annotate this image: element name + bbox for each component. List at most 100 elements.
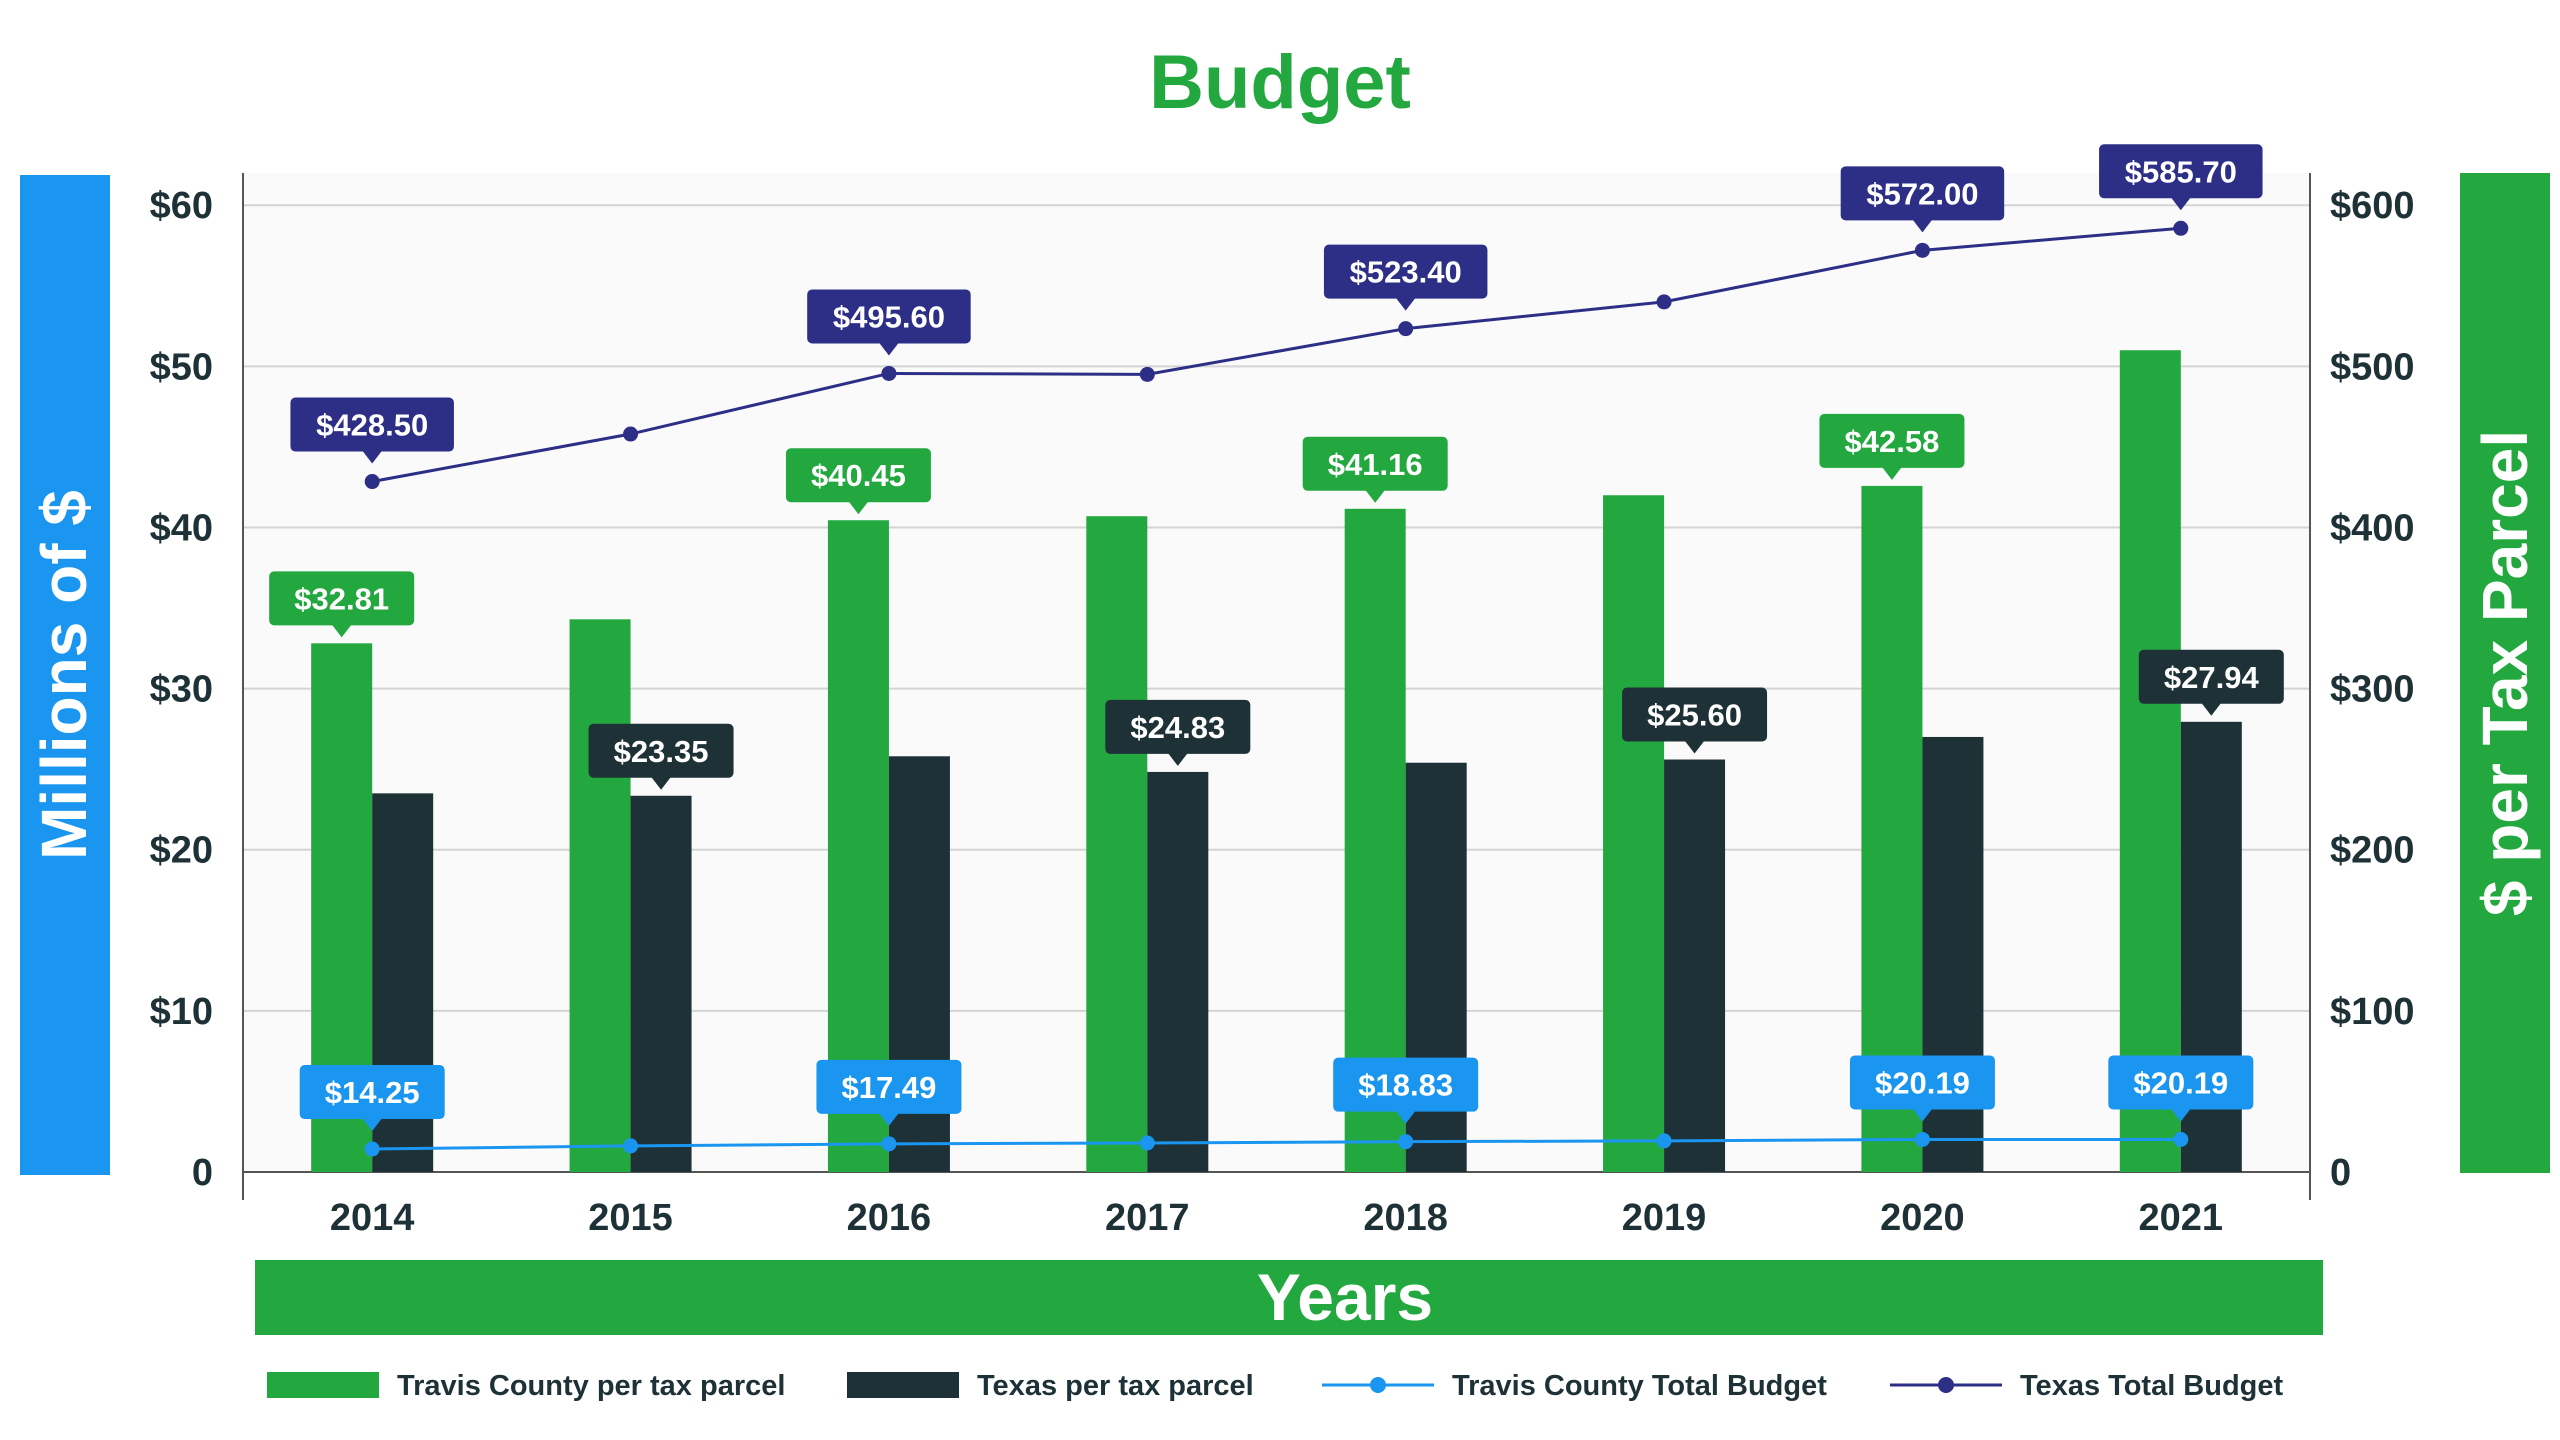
data-label-box <box>1849 1055 1995 1110</box>
data-label-box <box>785 448 931 503</box>
data-label: $24.83 <box>1105 699 1251 766</box>
data-label-pointer <box>651 776 672 790</box>
data-label: $523.40 <box>1323 244 1488 311</box>
x-tick-label: 2020 <box>1880 1197 1965 1239</box>
data-label: $585.70 <box>2099 144 2263 211</box>
data-label: $27.94 <box>2138 649 2284 716</box>
bar <box>1664 759 1726 1172</box>
line-point <box>2173 1131 2189 1147</box>
data-label-pointer <box>331 624 352 638</box>
legend-swatch-point <box>1938 1377 1954 1393</box>
data-label-box <box>1819 413 1965 468</box>
line-point <box>1398 321 1414 337</box>
data-label: $14.25 <box>299 1065 445 1132</box>
data-label-text: $17.49 <box>842 1070 937 1105</box>
right-tick-label: $400 <box>2330 507 2415 549</box>
data-label: $20.19 <box>1849 1055 1995 1122</box>
data-label-pointer <box>1912 1108 1933 1122</box>
data-label-pointer <box>848 501 869 515</box>
chart-title: Budget <box>1149 40 1411 125</box>
line-point <box>1656 294 1672 310</box>
left-tick-label: $60 <box>150 185 213 227</box>
data-label-text: $572.00 <box>1866 176 1978 211</box>
lines <box>364 220 2189 1157</box>
bar <box>630 795 692 1172</box>
bar <box>2119 350 2181 1172</box>
data-label-box <box>816 1059 962 1114</box>
legend: Travis County per tax parcel Texas per ta… <box>267 1370 2284 1402</box>
right-tick-label: 0 <box>2330 1152 2351 1194</box>
line-point <box>1139 366 1155 382</box>
x-tick-label: 2019 <box>1622 1197 1707 1239</box>
data-labels: $32.81 $40.45 $41.16 $42.58 $23.35 $24.83 $25.… <box>269 144 2284 1132</box>
data-label-text: $428.50 <box>316 408 428 443</box>
plot-area <box>243 173 2310 1172</box>
data-label-pointer <box>1912 219 1933 233</box>
data-label-box <box>1302 436 1448 491</box>
left-tick-label: $40 <box>150 507 213 549</box>
data-label-pointer <box>878 1112 899 1126</box>
right-tick-label: $300 <box>2330 669 2415 711</box>
data-label-pointer <box>1395 297 1416 311</box>
data-label: $25.60 <box>1622 687 1768 754</box>
legend-swatch <box>267 1372 379 1398</box>
data-label: $428.50 <box>290 397 454 464</box>
bar <box>1086 516 1148 1172</box>
line-point <box>1656 1133 1672 1149</box>
left-tick-label: $20 <box>150 830 213 872</box>
data-label-text: $27.94 <box>2164 660 2260 695</box>
data-label-box <box>290 397 454 452</box>
data-label: $23.35 <box>588 723 734 790</box>
data-label-box <box>1840 166 2005 221</box>
left-tick-label: $30 <box>150 669 213 711</box>
data-label-text: $18.83 <box>1358 1068 1453 1103</box>
data-label-pointer <box>2170 1108 2191 1122</box>
line-point <box>364 1141 380 1157</box>
line-point <box>1914 242 1930 258</box>
data-label-text: $24.83 <box>1130 710 1225 745</box>
data-label-text: $495.60 <box>833 299 945 334</box>
x-tick-label: 2017 <box>1105 1197 1190 1239</box>
data-label-pointer <box>1167 752 1188 766</box>
data-label-box <box>299 1065 445 1120</box>
data-label-box <box>2099 144 2263 199</box>
x-tick-label: 2016 <box>847 1197 932 1239</box>
data-label: $495.60 <box>807 289 971 356</box>
left-tick-label: 0 <box>192 1152 213 1194</box>
data-label-box <box>807 289 971 344</box>
data-label-text: $20.19 <box>2133 1065 2228 1100</box>
x-tick-label: 2014 <box>330 1197 415 1239</box>
bar <box>1147 771 1209 1172</box>
data-label-text: $523.40 <box>1350 255 1462 290</box>
x-tick-label: 2021 <box>2139 1197 2224 1239</box>
right-tick-label: $200 <box>2330 830 2415 872</box>
left-tick-label: $10 <box>150 991 213 1033</box>
data-label-text: $14.25 <box>325 1075 420 1110</box>
series-line <box>372 1137 2181 1151</box>
data-label-text: $585.70 <box>2125 154 2237 189</box>
legend-item: Travis County Total Budget <box>1322 1370 1827 1402</box>
bar <box>1603 495 1665 1172</box>
data-label-pointer <box>1365 489 1386 503</box>
data-label-pointer <box>362 1118 383 1132</box>
line-point <box>364 474 380 490</box>
legend-item: Texas Total Budget <box>1890 1370 2284 1402</box>
data-label-box <box>2108 1055 2254 1110</box>
data-label: $42.58 <box>1819 413 1965 480</box>
data-label-box <box>1333 1057 1479 1112</box>
legend-label: Texas per tax parcel <box>977 1370 1254 1402</box>
data-label-box <box>588 723 734 778</box>
line-point <box>623 426 639 442</box>
line-point <box>2173 220 2189 236</box>
data-label-pointer <box>2201 702 2222 716</box>
right-tick-label: $500 <box>2330 346 2415 388</box>
data-label-box <box>2138 649 2284 704</box>
data-label: $18.83 <box>1333 1057 1479 1124</box>
right-axis-label-band <box>2460 173 2550 1173</box>
right-tick-label: $100 <box>2330 991 2415 1033</box>
left-axis-label-band <box>20 175 110 1175</box>
data-label-text: $25.60 <box>1647 698 1742 733</box>
line-point <box>1139 1135 1155 1151</box>
